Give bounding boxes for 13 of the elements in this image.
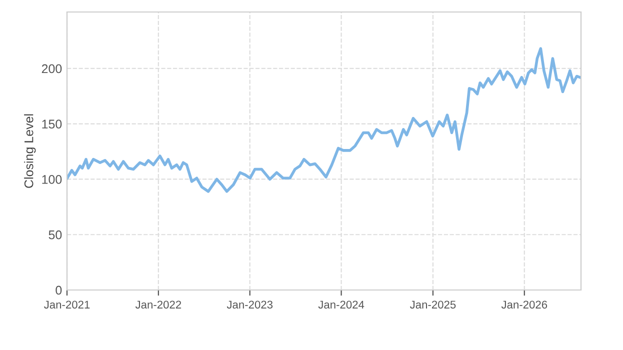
- y-tick-label: 100: [42, 175, 62, 184]
- x-tick-label: Jan-2024: [318, 300, 364, 309]
- line-series: [67, 47, 581, 193]
- x-tick-label: Jan-2026: [501, 300, 548, 309]
- x-tick-label: Jan-2023: [226, 300, 273, 309]
- y-tick-label: 150: [42, 120, 62, 129]
- y-tick-label: 50: [48, 230, 62, 240]
- y-tick-label: 0: [56, 286, 62, 295]
- y-tick-label: 200: [42, 64, 62, 74]
- x-tick-label: Jan-2021: [44, 300, 90, 309]
- x-tick-label: Jan-2022: [135, 300, 182, 309]
- x-tick-label: Jan-2025: [410, 300, 456, 309]
- y-axis-title: Closing Level: [24, 114, 36, 188]
